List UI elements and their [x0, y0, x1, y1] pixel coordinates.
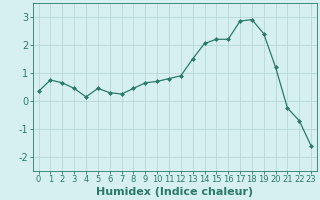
X-axis label: Humidex (Indice chaleur): Humidex (Indice chaleur): [96, 187, 253, 197]
